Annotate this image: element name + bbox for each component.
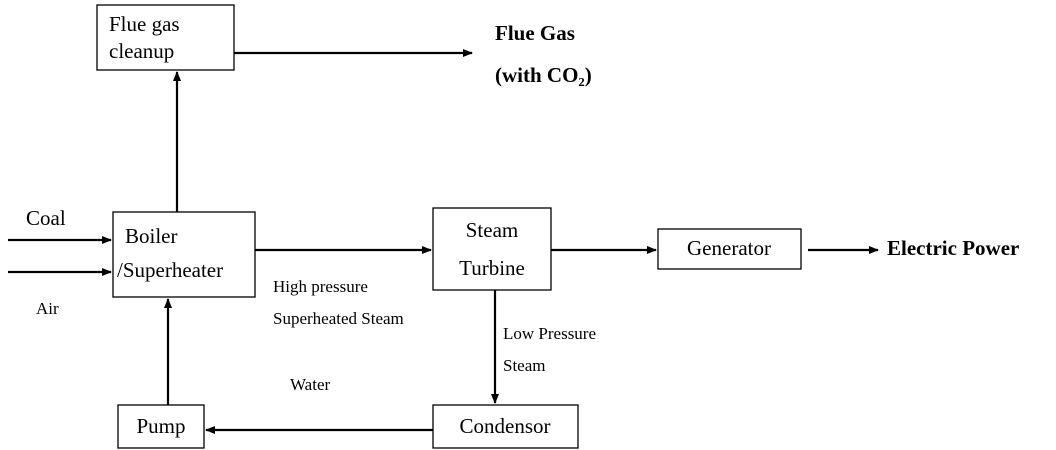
- box: [657, 228, 802, 270]
- node-label: Condensor: [460, 414, 551, 438]
- label: Air: [36, 299, 59, 318]
- box: [117, 404, 205, 449]
- label: Low Pressure: [503, 324, 596, 343]
- label: Superheated Steam: [273, 309, 404, 328]
- box: [432, 404, 579, 449]
- box: [112, 211, 256, 298]
- label: High pressure: [273, 277, 368, 296]
- node-label: Boiler: [125, 224, 178, 248]
- node-label: Turbine: [459, 256, 525, 280]
- label: Flue Gas: [495, 21, 575, 45]
- node-label: Pump: [136, 414, 185, 438]
- node-label: Flue gas: [109, 12, 180, 36]
- node-label: Generator: [687, 236, 771, 260]
- label: Electric Power: [887, 236, 1019, 260]
- node-label: /Superheater: [117, 258, 223, 282]
- box: [432, 207, 552, 291]
- label: Steam: [503, 356, 546, 375]
- label: Water: [290, 375, 330, 394]
- box: [96, 4, 235, 71]
- label: (with CO₂): [495, 63, 592, 87]
- label: Coal: [26, 206, 66, 230]
- node-label: cleanup: [109, 39, 174, 63]
- node-label: Steam: [466, 218, 519, 242]
